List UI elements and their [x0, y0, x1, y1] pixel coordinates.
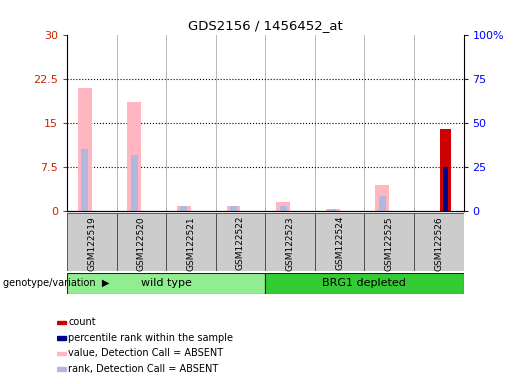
- Bar: [379, 197, 386, 211]
- Text: GSM122524: GSM122524: [335, 216, 344, 270]
- Text: GSM122525: GSM122525: [385, 216, 393, 271]
- Text: count: count: [68, 317, 96, 327]
- Text: value, Detection Call = ABSENT: value, Detection Call = ABSENT: [68, 348, 224, 358]
- Bar: [131, 155, 138, 211]
- Bar: [315, 213, 365, 271]
- Bar: [443, 167, 449, 211]
- Bar: [276, 202, 290, 211]
- Text: wild type: wild type: [141, 278, 192, 288]
- Bar: [78, 88, 92, 211]
- Bar: [57, 336, 66, 340]
- Bar: [227, 207, 241, 211]
- Text: GSM122520: GSM122520: [137, 216, 146, 271]
- Text: percentile rank within the sample: percentile rank within the sample: [68, 333, 233, 343]
- Bar: [177, 207, 191, 211]
- Text: BRG1 depleted: BRG1 depleted: [322, 278, 406, 288]
- Text: GSM122526: GSM122526: [434, 216, 443, 271]
- Bar: [166, 213, 216, 271]
- Bar: [329, 209, 336, 211]
- Bar: [81, 149, 88, 211]
- Text: GSM122523: GSM122523: [285, 216, 295, 271]
- Bar: [265, 273, 464, 294]
- Bar: [325, 209, 339, 211]
- Bar: [116, 213, 166, 271]
- Bar: [440, 129, 451, 211]
- Bar: [57, 367, 66, 371]
- Bar: [414, 213, 464, 271]
- Text: GSM122522: GSM122522: [236, 216, 245, 270]
- Bar: [57, 352, 66, 355]
- Bar: [375, 185, 389, 211]
- Bar: [67, 213, 116, 271]
- Bar: [365, 213, 414, 271]
- Text: genotype/variation  ▶: genotype/variation ▶: [3, 278, 109, 288]
- Bar: [265, 213, 315, 271]
- Bar: [57, 321, 66, 324]
- Text: rank, Detection Call = ABSENT: rank, Detection Call = ABSENT: [68, 364, 218, 374]
- Bar: [127, 102, 141, 211]
- Title: GDS2156 / 1456452_at: GDS2156 / 1456452_at: [188, 19, 342, 32]
- Bar: [280, 207, 286, 211]
- Bar: [180, 207, 187, 211]
- Bar: [67, 273, 265, 294]
- Text: GSM122521: GSM122521: [186, 216, 195, 271]
- Bar: [216, 213, 265, 271]
- Bar: [230, 207, 237, 211]
- Text: GSM122519: GSM122519: [87, 216, 96, 271]
